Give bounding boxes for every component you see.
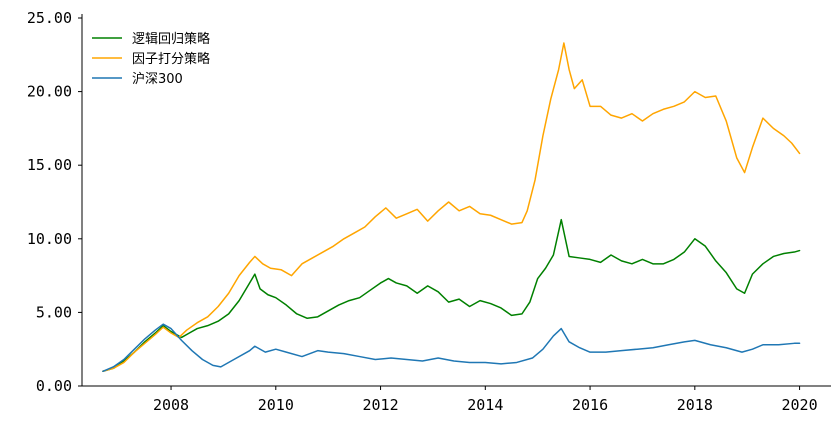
x-tick-label-1: 2010	[258, 396, 294, 414]
series-line-1	[102, 42, 801, 373]
x-tick-label-0: 2008	[153, 396, 189, 414]
x-tick-label-3: 2014	[467, 396, 503, 414]
series-line-0	[102, 218, 801, 373]
y-tick-label-3: 15.00	[27, 156, 72, 174]
x-tick-label-4: 2016	[572, 396, 608, 414]
legend-label-2: 沪深300	[132, 71, 183, 87]
y-tick-label-1: 5.00	[36, 303, 72, 321]
y-tick-label-5: 25.00	[27, 9, 72, 27]
x-tick-label-5: 2018	[677, 396, 713, 414]
x-tick-label-6: 2020	[782, 396, 818, 414]
x-tick-label-2: 2012	[362, 396, 398, 414]
series-line-2	[102, 323, 801, 373]
y-tick-label-4: 20.00	[27, 83, 72, 101]
legend-label-1: 因子打分策略	[132, 51, 210, 67]
series-group	[102, 42, 801, 373]
y-tick-label-2: 10.00	[27, 230, 72, 248]
legend-label-0: 逻辑回归策略	[132, 31, 210, 47]
y-tick-label-0: 0.00	[36, 377, 72, 395]
